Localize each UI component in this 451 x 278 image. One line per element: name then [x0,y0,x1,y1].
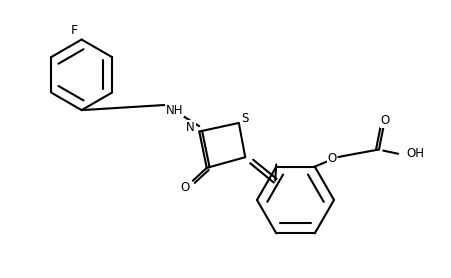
Text: NH: NH [166,104,183,117]
Text: N: N [186,121,195,134]
Text: O: O [327,152,336,165]
Text: OH: OH [406,147,424,160]
Text: O: O [180,181,189,194]
Text: F: F [70,24,78,38]
Text: O: O [380,114,389,127]
Text: S: S [241,112,249,125]
